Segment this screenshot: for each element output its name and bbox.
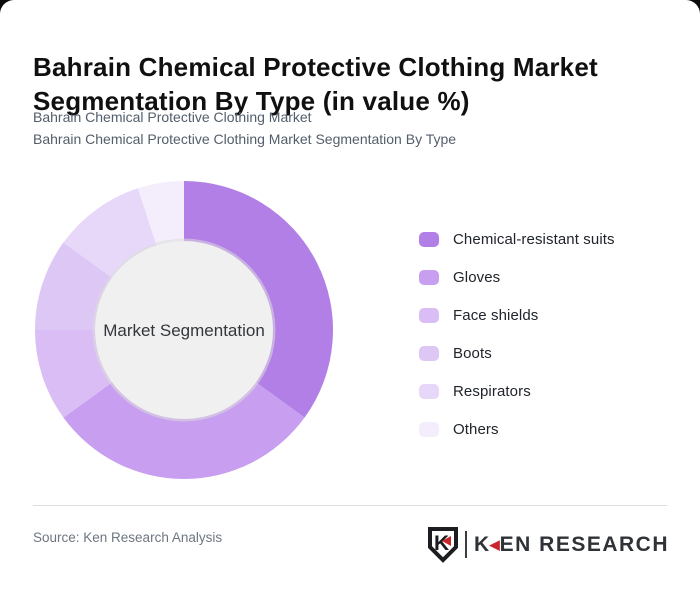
logo-wordmark-rest: EN RESEARCH: [499, 532, 669, 556]
page-title: Bahrain Chemical Protective Clothing Mar…: [33, 52, 598, 117]
donut-chart: [35, 181, 333, 479]
legend-label: Face shields: [453, 306, 539, 324]
ken-research-logo: K K ◀ EN RESEARCH: [427, 526, 669, 563]
footer-divider: [33, 505, 667, 506]
legend-item[interactable]: Gloves: [419, 258, 615, 296]
legend-swatch-icon: [419, 383, 439, 399]
legend-swatch-icon: [419, 345, 439, 361]
donut-hole: [95, 241, 273, 419]
subtitle-line-2: Bahrain Chemical Protective Clothing Mar…: [33, 130, 457, 147]
source-note: Source: Ken Research Analysis: [33, 530, 223, 545]
legend-item[interactable]: Chemical-resistant suits: [419, 220, 615, 258]
legend-label: Gloves: [453, 268, 501, 286]
logo-separator: [464, 531, 467, 558]
legend-item[interactable]: Face shields: [419, 296, 615, 334]
donut-center-label: Market Segmentation: [103, 321, 265, 340]
chart-subtitle: Bahrain Chemical Protective Clothing Mar…: [33, 107, 653, 150]
red-arrow-icon: ◀: [489, 537, 500, 552]
shield-k-icon: K: [427, 527, 458, 563]
legend-label: Respirators: [453, 382, 531, 400]
subtitle-line-1: Bahrain Chemical Protective Clothing Mar…: [33, 109, 312, 125]
chart-legend: Chemical-resistant suits Gloves Face shiel…: [419, 220, 615, 448]
legend-item[interactable]: Respirators: [419, 372, 615, 410]
legend-label: Others: [453, 420, 499, 438]
legend-label: Boots: [453, 344, 492, 362]
legend-swatch-icon: [419, 231, 439, 247]
legend-swatch-icon: [419, 307, 439, 323]
legend-swatch-icon: [419, 269, 439, 285]
logo-wordmark-k: K: [473, 532, 491, 556]
legend-swatch-icon: [419, 421, 439, 437]
svg-text:K: K: [434, 532, 449, 555]
legend-item[interactable]: Boots: [419, 334, 615, 372]
logo-wordmark: K ◀ EN RESEARCH: [474, 533, 669, 557]
legend-label: Chemical-resistant suits: [453, 230, 615, 248]
legend-item[interactable]: Others: [419, 410, 615, 448]
